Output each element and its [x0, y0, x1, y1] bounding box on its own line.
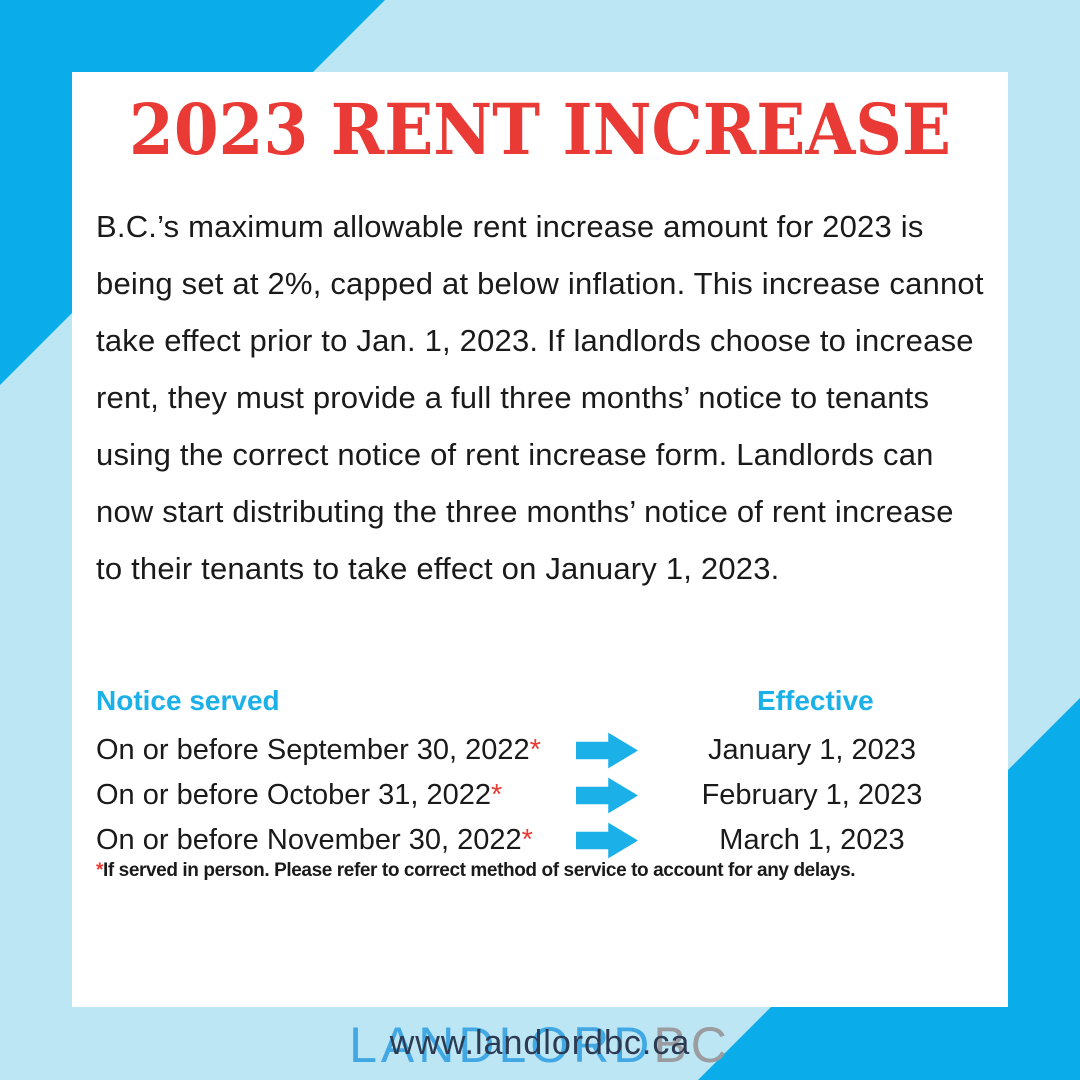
footnote-text: If served in person. Please refer to cor… — [103, 860, 856, 881]
notice-served-header: Notice served — [96, 685, 280, 716]
asterisk-marker: * — [529, 734, 541, 766]
effective-header: Effective — [757, 685, 874, 716]
notice-date-cell: On or before September 30, 2022* — [96, 734, 568, 767]
effective-date-cell: March 1, 2023 — [719, 824, 905, 856]
website-url[interactable]: www.landlordbc.ca — [389, 1024, 691, 1062]
content-card: 2023 RENT INCREASE B.C.’s maximum allowa… — [72, 72, 1008, 1073]
asterisk-marker: * — [521, 824, 533, 856]
landlordbc-logo: LANDLORDBC — [72, 1016, 1008, 1074]
effective-date-cell: February 1, 2023 — [701, 779, 923, 811]
logo-landlord-text: LANDLORD — [349, 1017, 654, 1073]
table-row: On or before October 31, 2022* February … — [96, 773, 984, 818]
arrow-cell — [576, 822, 640, 860]
notice-date-text: On or before November 30, 2022 — [96, 824, 522, 856]
arrow-right-icon — [576, 777, 638, 814]
table-row: On or before September 30, 2022* January… — [96, 728, 984, 773]
table-row: On or before November 30, 2022* March 1,… — [96, 818, 984, 863]
arrow-cell — [576, 732, 640, 770]
notice-date-cell: On or before October 31, 2022* — [96, 779, 568, 812]
schedule-header-row: Notice served Effective — [96, 682, 984, 720]
service-footnote: *If served in person. Please refer to co… — [96, 860, 988, 882]
notice-date-text: On or before September 30, 2022 — [96, 734, 530, 766]
notice-schedule-table: Notice served Effective On or before Sep… — [96, 682, 984, 863]
arrow-right-icon — [576, 822, 638, 859]
logo-bc-text: BC — [653, 1017, 731, 1073]
notice-date-cell: On or before November 30, 2022* — [96, 824, 568, 857]
effective-date-cell: January 1, 2023 — [708, 734, 916, 766]
announcement-paragraph: B.C.’s maximum allowable rent increase a… — [96, 209, 984, 586]
notice-date-text: On or before October 31, 2022 — [96, 779, 491, 811]
arrow-right-icon — [576, 732, 638, 769]
poster-title: 2023 RENT INCREASE — [129, 88, 951, 171]
asterisk-marker: * — [96, 860, 103, 881]
arrow-cell — [576, 777, 640, 815]
asterisk-marker: * — [490, 779, 503, 811]
